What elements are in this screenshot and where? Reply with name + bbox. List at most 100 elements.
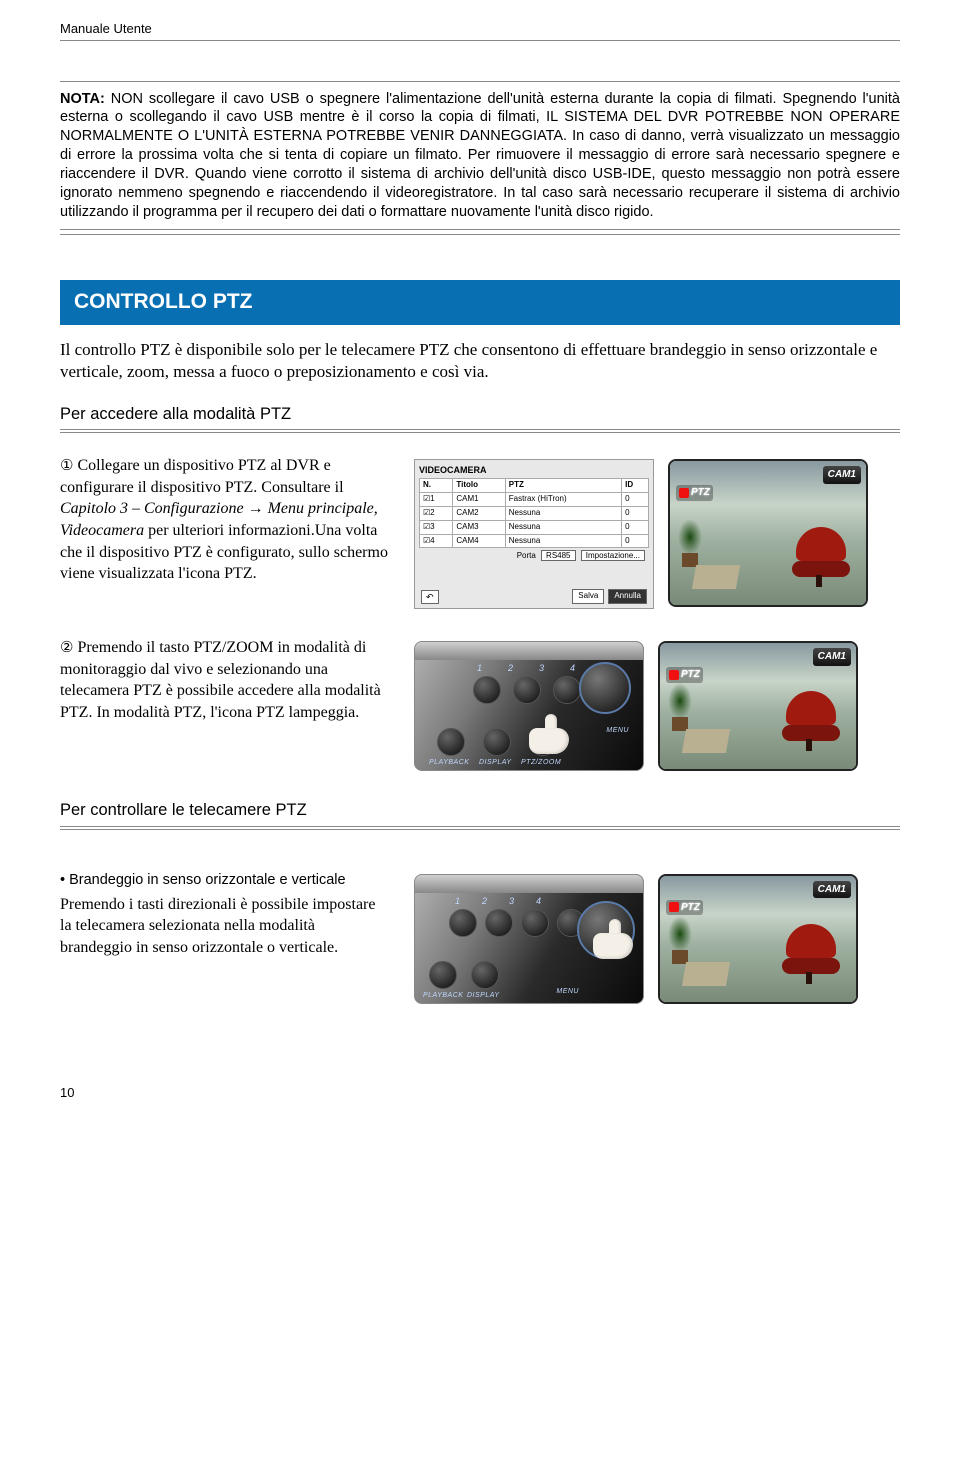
- cam-badge-3: CAM1: [813, 881, 851, 899]
- rec-icon-3: [669, 902, 679, 912]
- double-rule-2: [60, 826, 900, 830]
- cam-badge-2: CAM1: [813, 648, 851, 666]
- r0c0: 1: [430, 494, 434, 503]
- dvr-num-3: 3: [539, 662, 544, 674]
- step-1-text: ①Collegare un dispositivo PTZ al DVR e c…: [60, 455, 390, 585]
- dvr-display-btn[interactable]: [483, 728, 511, 756]
- subheading-control-ptz: Per controllare le telecamere PTZ: [60, 799, 900, 821]
- dvr-btn-3[interactable]: [553, 676, 581, 704]
- dvr-panel-2: 1 2 3 4 PLAYBACK DISPLAY MENU: [414, 874, 644, 1004]
- bullet-body: Premendo i tasti direzionali è possibile…: [60, 894, 390, 959]
- dialog-save-button[interactable]: Salva: [572, 589, 604, 604]
- ptz-label-3: PTZ: [681, 901, 700, 915]
- port-value: RS485: [541, 550, 575, 561]
- dvr2-num-4: 4: [536, 895, 541, 907]
- dvr-num-1: 1: [477, 662, 482, 674]
- col-ptz: PTZ: [505, 479, 621, 493]
- dvr-btn-2[interactable]: [513, 676, 541, 704]
- dialog-cancel-button[interactable]: Annulla: [608, 589, 647, 604]
- nota-underline: [60, 234, 900, 235]
- r2c0: 3: [430, 522, 434, 531]
- dialog-port-row: Porta RS485 Impostazione...: [419, 551, 649, 562]
- ptz-label-2: PTZ: [681, 668, 700, 682]
- page-header: Manuale Utente: [60, 20, 900, 41]
- subheading-access-ptz: Per accedere alla modalità PTZ: [60, 403, 900, 425]
- dvr-lbl-menu: MENU: [606, 726, 629, 735]
- r1c3: 0: [622, 506, 649, 520]
- dvr2-num-2: 2: [482, 895, 487, 907]
- camera-preview-3: CAM1 PTZ: [658, 874, 858, 1004]
- r3c2: Nessuna: [505, 534, 621, 548]
- step-1-number: ①: [60, 457, 73, 474]
- section-title-controllo-ptz: CONTROLLO PTZ: [60, 280, 900, 324]
- dvr-lbl-display: DISPLAY: [479, 758, 512, 767]
- dialog-back-button[interactable]: ↶: [421, 590, 439, 604]
- dvr2-btn-2[interactable]: [485, 909, 513, 937]
- r0c3: 0: [622, 493, 649, 507]
- step-1-it1: Capitolo 3 – Configurazione: [60, 500, 244, 517]
- nota-block: NOTA: NON scollegare il cavo USB o spegn…: [60, 81, 900, 231]
- r3c0: 4: [430, 536, 434, 545]
- dvr2-playback-btn[interactable]: [429, 961, 457, 989]
- double-rule: [60, 429, 900, 433]
- rec-icon-2: [669, 670, 679, 680]
- nota-lead: NOTA:: [60, 91, 105, 107]
- col-titolo: Titolo: [453, 479, 505, 493]
- bullet-text: • Brandeggio in senso orizzontale e vert…: [60, 870, 390, 959]
- dvr-dial[interactable]: [579, 662, 631, 714]
- bullet-step-row: • Brandeggio in senso orizzontale e vert…: [60, 870, 900, 1004]
- step-1-it2: Menu principale: [268, 500, 374, 517]
- dialog-title: VIDEOCAMERA: [419, 464, 649, 476]
- camera-preview-2: CAM1 PTZ: [658, 641, 858, 771]
- port-label: Porta: [517, 551, 536, 560]
- r0c1: CAM1: [453, 493, 505, 507]
- bullet-images: 1 2 3 4 PLAYBACK DISPLAY MENU CAM1: [414, 870, 900, 1004]
- dvr-lbl-playback: PLAYBACK: [429, 758, 469, 767]
- dvr2-lbl-playback: PLAYBACK: [423, 991, 463, 1000]
- dvr2-lbl-display: DISPLAY: [467, 991, 500, 1000]
- r1c2: Nessuna: [505, 506, 621, 520]
- r3c3: 0: [622, 534, 649, 548]
- r3c1: CAM4: [453, 534, 505, 548]
- step-2-number: ②: [60, 639, 73, 656]
- dvr-btn-1[interactable]: [473, 676, 501, 704]
- r0c2: Fastrax (HiTron): [505, 493, 621, 507]
- dvr-num-4: 4: [570, 662, 575, 674]
- hand-icon-2: [587, 919, 641, 959]
- r1c1: CAM2: [453, 506, 505, 520]
- cam-badge: CAM1: [823, 466, 861, 484]
- dvr-panel-1: 1 2 3 4 PLAYBACK DISPLAY PTZ/ZOOM MENU: [414, 641, 644, 771]
- step-1-t1: Collegare un dispositivo PTZ al DVR e co…: [60, 457, 344, 496]
- dvr2-num-1: 1: [455, 895, 460, 907]
- hand-icon: [523, 714, 577, 754]
- dvr2-num-3: 3: [509, 895, 514, 907]
- r1c0: 2: [430, 508, 434, 517]
- dvr2-display-btn[interactable]: [471, 961, 499, 989]
- step-2-text: ②Premendo il tasto PTZ/ZOOM in modalità …: [60, 637, 390, 723]
- bullet-heading: • Brandeggio in senso orizzontale e vert…: [60, 870, 390, 890]
- ptz-label: PTZ: [691, 486, 710, 500]
- nota-paragraph: NOTA: NON scollegare il cavo USB o spegn…: [60, 90, 900, 222]
- dvr2-lbl-menu: MENU: [556, 987, 579, 996]
- dvr-num-2: 2: [508, 662, 513, 674]
- dvr2-btn-3[interactable]: [521, 909, 549, 937]
- step-1-arrow: →: [244, 500, 268, 517]
- ptz-badge-2: PTZ: [666, 667, 703, 683]
- step-1-row: ①Collegare un dispositivo PTZ al DVR e c…: [60, 455, 900, 609]
- dialog-table: N. Titolo PTZ ID ☑1CAM1Fastrax (HiTron)0…: [419, 478, 649, 548]
- camera-preview-1: CAM1 PTZ: [668, 459, 868, 607]
- videocamera-dialog: VIDEOCAMERA N. Titolo PTZ ID ☑1CAM1Fastr…: [414, 459, 654, 609]
- step-2-body: Premendo il tasto PTZ/ZOOM in modalità d…: [60, 639, 381, 721]
- step-2-images: 1 2 3 4 PLAYBACK DISPLAY PTZ/ZOOM MENU: [414, 637, 900, 771]
- col-id: ID: [622, 479, 649, 493]
- dvr2-btn-1[interactable]: [449, 909, 477, 937]
- intro-paragraph: Il controllo PTZ è disponibile solo per …: [60, 339, 900, 383]
- r2c1: CAM3: [453, 520, 505, 534]
- col-n: N.: [420, 479, 453, 493]
- port-settings-button[interactable]: Impostazione...: [581, 550, 645, 561]
- r2c3: 0: [622, 520, 649, 534]
- dvr-playback-btn[interactable]: [437, 728, 465, 756]
- dvr-lbl-ptzzoom: PTZ/ZOOM: [521, 758, 561, 767]
- r2c2: Nessuna: [505, 520, 621, 534]
- rec-icon: [679, 488, 689, 498]
